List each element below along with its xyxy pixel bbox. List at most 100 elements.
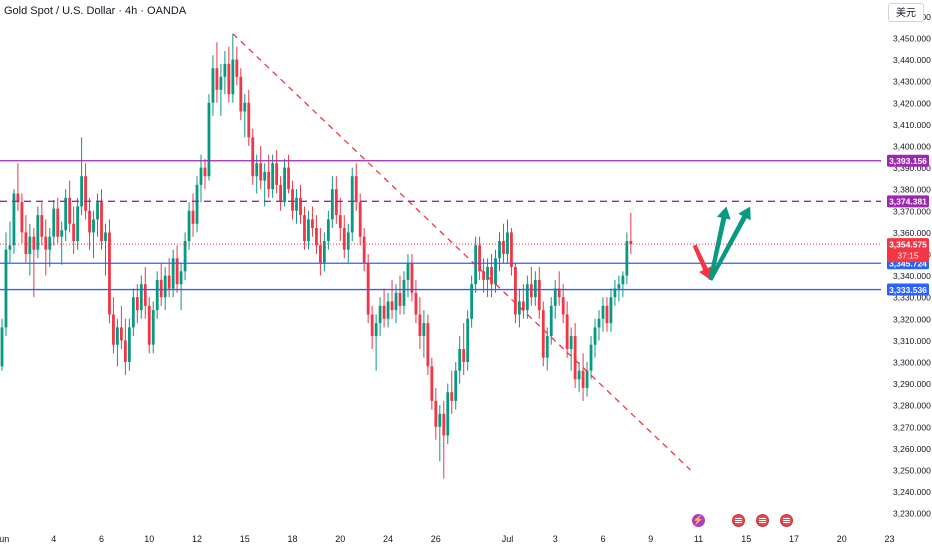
candle-body — [346, 232, 350, 250]
candle — [100, 189, 103, 250]
candle-body — [446, 392, 450, 436]
candle — [303, 206, 306, 250]
y-tick-label: 3,290.000 — [893, 379, 931, 389]
candle-body — [175, 258, 179, 285]
candle-body — [259, 163, 263, 181]
y-tick-label: 3,360.000 — [893, 228, 931, 238]
event-us-flag-icon-3[interactable] — [779, 514, 793, 527]
x-tick-label: 23 — [885, 534, 895, 544]
x-tick-label: 3 — [553, 534, 558, 544]
candle — [120, 305, 123, 350]
candle-body — [147, 305, 151, 345]
candle — [175, 245, 179, 293]
projection-up-arrow-2 — [708, 206, 751, 281]
candle-body — [223, 63, 227, 77]
candle — [605, 297, 609, 332]
candle-body — [454, 370, 458, 401]
descending-trendline — [232, 33, 691, 471]
x-tick-label: 26 — [431, 534, 441, 544]
candle — [390, 279, 394, 319]
y-tick-label: 3,370.000 — [893, 206, 931, 216]
currency-button[interactable]: 美元 — [888, 3, 924, 22]
candle — [434, 387, 438, 440]
candle-body — [490, 266, 493, 285]
candle — [227, 46, 231, 103]
candle-body — [521, 301, 525, 311]
candle — [518, 288, 521, 328]
candle-body — [510, 232, 513, 267]
candle-body — [370, 314, 374, 337]
candle — [510, 228, 513, 276]
event-lightning-icon[interactable]: ⚡ — [692, 514, 705, 527]
candle-body — [322, 241, 326, 263]
candle — [44, 219, 48, 276]
candle — [104, 223, 107, 276]
candle-body — [20, 202, 24, 233]
candle — [123, 318, 127, 375]
candle — [191, 193, 195, 237]
time-axis-bg — [0, 529, 881, 550]
x-tick-label: 17 — [789, 534, 799, 544]
y-tick-label: 3,260.000 — [893, 444, 931, 454]
candle-body — [561, 297, 565, 315]
candle-body — [271, 163, 275, 190]
candle-body — [287, 167, 290, 190]
candle — [319, 228, 322, 276]
y-tick-label: 3,440.000 — [893, 55, 931, 65]
x-tick-label: 15 — [741, 534, 751, 544]
candle-body — [207, 102, 211, 177]
candle — [299, 184, 302, 224]
candle — [557, 271, 561, 306]
candle-body — [104, 232, 107, 242]
last-price-label: 3,354.575 — [889, 239, 927, 249]
candle-body — [394, 292, 398, 311]
candle — [585, 361, 589, 397]
event-us-flag-icon-2[interactable] — [755, 514, 769, 527]
candle-body — [354, 176, 358, 203]
candle-body — [219, 76, 223, 90]
candle — [60, 221, 64, 265]
candle-body — [12, 193, 16, 246]
projection-down-arrow-shape — [692, 244, 712, 280]
y-tick-label: 3,310.000 — [893, 336, 931, 346]
candle-body — [494, 258, 497, 285]
candle — [48, 228, 52, 267]
candle-body — [565, 314, 569, 350]
level-3393-badge — [887, 154, 929, 167]
candle-body — [466, 318, 470, 362]
candle — [494, 249, 497, 293]
candle — [617, 275, 621, 302]
candle-body — [533, 279, 537, 298]
candle-body — [108, 232, 111, 315]
candle-body — [438, 413, 442, 427]
candle — [525, 275, 529, 319]
candle-body — [203, 167, 207, 177]
last-price-badge — [887, 238, 929, 263]
candle-body — [16, 193, 20, 203]
candle-body — [549, 305, 553, 337]
candle — [72, 206, 76, 254]
candle — [613, 279, 617, 306]
candle — [247, 89, 251, 146]
event-us-flag-icon-1[interactable] — [731, 514, 745, 527]
candle-body — [462, 349, 466, 362]
candle-body — [458, 349, 462, 371]
candle — [12, 189, 16, 254]
y-tick-label: 3,240.000 — [893, 487, 931, 497]
candle-body — [131, 297, 135, 328]
candle — [406, 253, 410, 298]
candle-body — [295, 197, 298, 211]
candle — [621, 271, 625, 298]
candle — [326, 210, 330, 250]
candle-body — [72, 223, 76, 242]
candle-body — [613, 288, 617, 298]
candle-body — [537, 279, 541, 311]
candle — [561, 284, 565, 324]
candle-body — [390, 301, 394, 311]
candle-body — [283, 167, 286, 203]
x-tick-label: 18 — [288, 534, 298, 544]
candle-body — [410, 262, 414, 293]
candle-body — [386, 301, 390, 319]
level-3345-label: 3,345.724 — [889, 259, 927, 269]
